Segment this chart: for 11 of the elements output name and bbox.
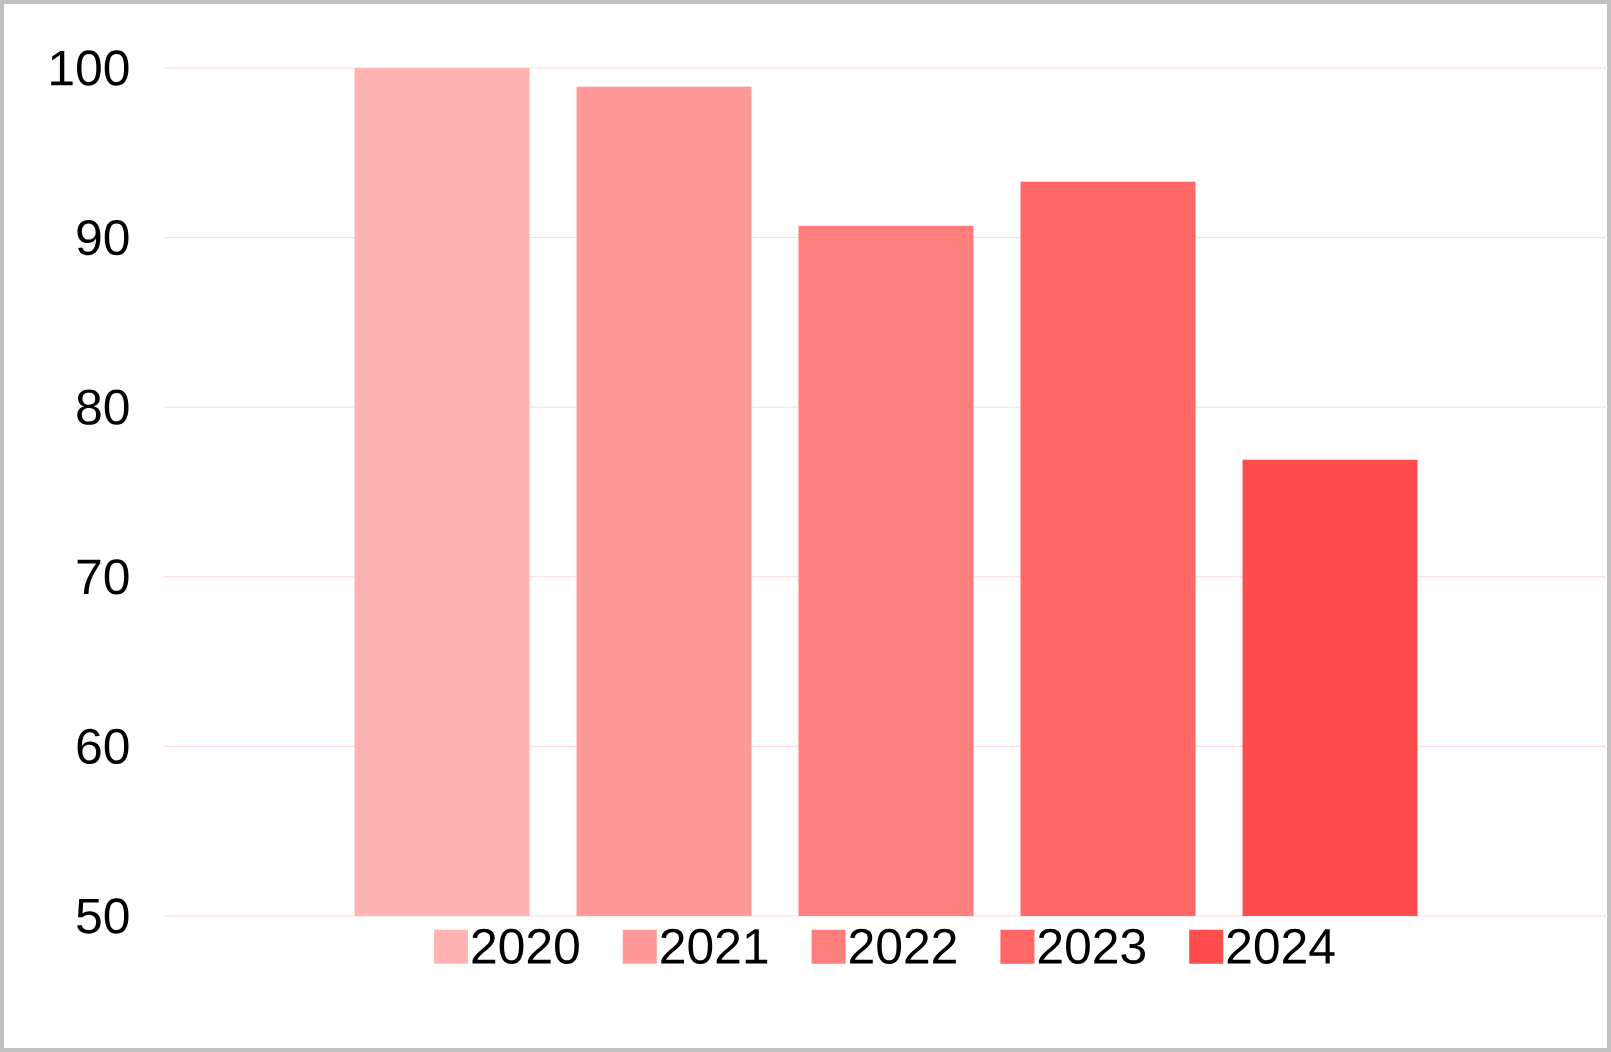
y-tick-label: 60 bbox=[77, 728, 129, 765]
y-tick-label: 90 bbox=[77, 219, 129, 256]
y-tick-label: 50 bbox=[77, 898, 129, 934]
legend-label: 2024 bbox=[1227, 928, 1335, 964]
legend-label: 2020 bbox=[472, 928, 579, 964]
y-tick-label: 80 bbox=[77, 389, 129, 425]
y-tick-label: 70 bbox=[77, 559, 129, 595]
y-tick-label: 100 bbox=[51, 50, 129, 86]
legend-label: 2021 bbox=[661, 928, 768, 964]
legend-label: 2022 bbox=[850, 928, 956, 964]
legend-label: 2023 bbox=[1038, 928, 1146, 964]
